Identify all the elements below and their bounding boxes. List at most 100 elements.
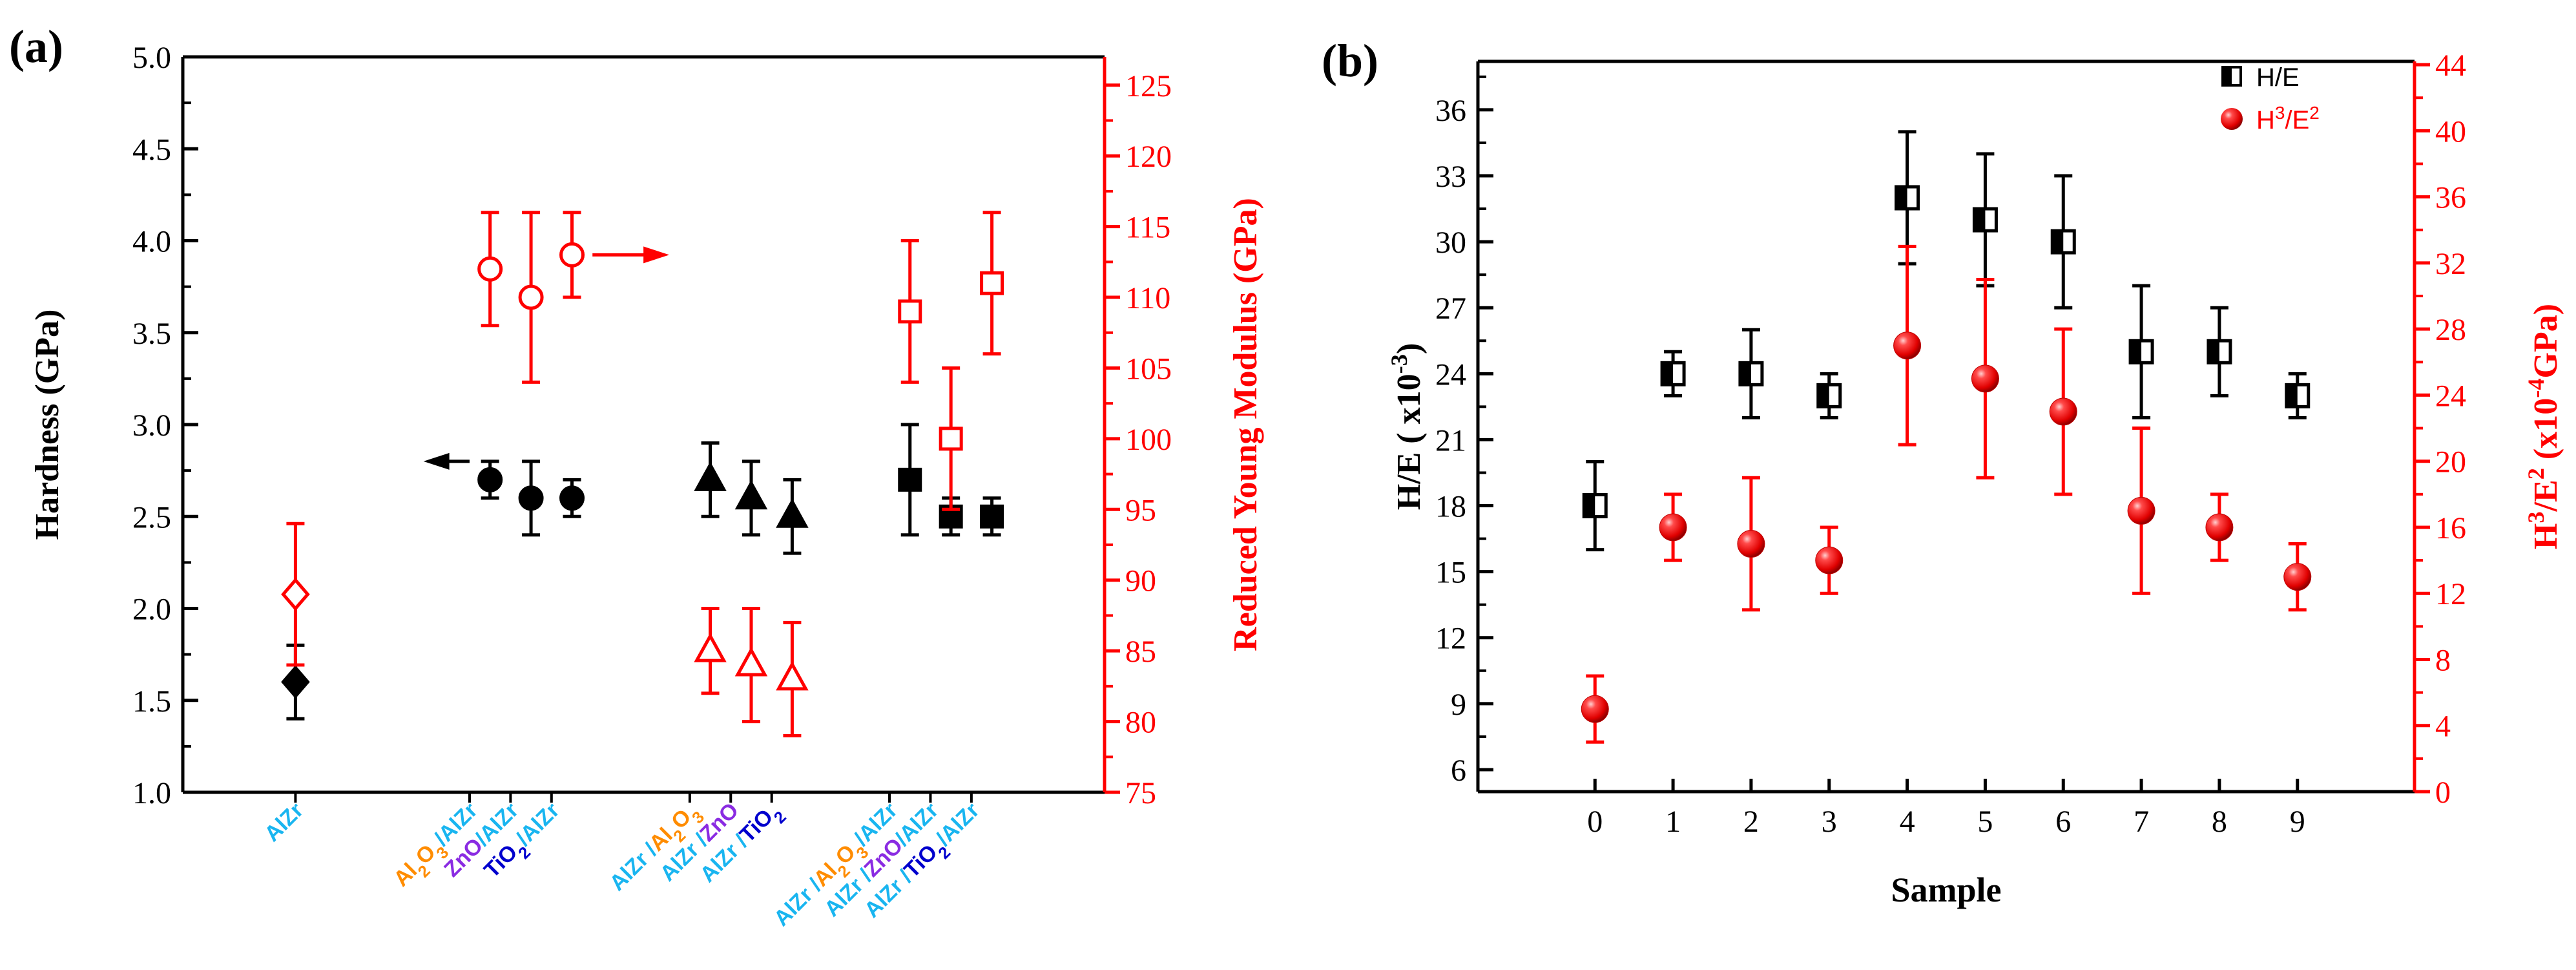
panel-a-label: (a) [9, 21, 63, 72]
x-tick-label: 4 [1900, 805, 1915, 839]
left-axis-title: H/E ( x10-3) [1386, 343, 1428, 511]
right-tick-label: 120 [1125, 140, 1172, 174]
he-point [2128, 339, 2154, 364]
left-tick-label: 4.0 [132, 225, 171, 259]
modulus-point [980, 271, 1004, 295]
right-tick-label: 105 [1125, 352, 1172, 386]
x-tick-label: 3 [1822, 805, 1837, 839]
h3e2-point [1737, 530, 1765, 558]
h3e2-point [2049, 397, 2077, 426]
x-tick-label: 1 [1665, 805, 1681, 839]
left-tick-label: 2.0 [132, 593, 171, 627]
legend-h3e2-marker [2221, 108, 2243, 130]
right-tick-label: 95 [1125, 493, 1156, 527]
x-axis-title: Sample [1891, 870, 2001, 909]
x-tick-label: 9 [2290, 805, 2305, 839]
left-tick-label: 21 [1435, 423, 1466, 458]
right-tick-label: 4 [2435, 710, 2451, 744]
modulus-point [898, 299, 922, 324]
right-tick-label: 20 [2435, 445, 2466, 480]
legend-label: H3/E2 [2256, 103, 2320, 135]
left-tick-label: 36 [1435, 94, 1466, 128]
hardness-point [281, 665, 310, 699]
right-tick-label: 125 [1125, 69, 1172, 103]
right-tick-label: 32 [2435, 247, 2466, 281]
hardness-point [734, 480, 768, 510]
he-point [2207, 339, 2232, 364]
left-tick-label: 15 [1435, 556, 1466, 590]
right-tick-label: 28 [2435, 313, 2466, 347]
hardness-point [559, 485, 585, 511]
h3e2-point [2283, 563, 2312, 591]
he-point [1738, 361, 1764, 386]
he-point [1972, 207, 1998, 233]
h3e2-point [1581, 695, 1609, 723]
right-tick-label: 8 [2435, 643, 2451, 677]
left-tick-label: 4.5 [132, 132, 171, 167]
arrow-to-hardness-axis [423, 452, 470, 470]
h3e2-point [1893, 332, 1922, 360]
right-tick-label: 100 [1125, 423, 1172, 457]
h3e2-point [1971, 364, 1999, 393]
left-tick-label: 9 [1451, 688, 1466, 722]
x-tick-label: 5 [1977, 805, 1993, 839]
left-tick-label: 24 [1435, 357, 1466, 392]
modulus-point [559, 242, 585, 268]
left-tick-label: 2.5 [132, 500, 171, 534]
hardness-point [898, 467, 922, 492]
right-axis-title: Reduced Young Modulus (GPa) [1227, 198, 1264, 651]
left-tick-label: 1.5 [132, 684, 171, 719]
modulus-point [518, 284, 544, 310]
modulus-point [776, 660, 809, 691]
right-tick-label: 44 [2435, 48, 2466, 83]
right-tick-label: 24 [2435, 379, 2466, 413]
modulus-point [939, 427, 963, 451]
x-category-label: AlZr [260, 798, 308, 847]
h3e2-point [2127, 496, 2155, 525]
right-tick-label: 40 [2435, 114, 2466, 149]
hardness-point [518, 485, 544, 511]
right-tick-label: 36 [2435, 181, 2466, 215]
right-axis-title: H3/E2 (x10-4GPa) [2523, 304, 2564, 549]
x-tick-label: 2 [1743, 805, 1759, 839]
left-tick-label: 27 [1435, 291, 1466, 326]
modulus-point [734, 646, 768, 677]
hardness-point [980, 504, 1004, 529]
left-tick-label: 12 [1435, 622, 1466, 656]
left-tick-label: 3.5 [132, 317, 171, 351]
right-tick-label: 110 [1125, 281, 1170, 315]
left-tick-label: 33 [1435, 160, 1466, 194]
modulus-point [477, 256, 503, 282]
right-tick-label: 90 [1125, 564, 1156, 598]
he-point [2050, 229, 2076, 255]
legend: H/E H3/E2 [2221, 63, 2320, 134]
left-tick-label: 3.0 [132, 408, 171, 443]
x-tick-label: 6 [2055, 805, 2071, 839]
hardness-point [477, 467, 503, 492]
left-tick-label: 1.0 [132, 776, 171, 810]
he-point [1660, 361, 1686, 386]
modulus-point [694, 632, 727, 662]
legend-he-marker-fill [2223, 67, 2232, 85]
he-point [2285, 383, 2311, 408]
right-tick-label: 85 [1125, 635, 1156, 669]
legend-label: H/E [2256, 63, 2300, 92]
left-axis-title: Hardness (GPa) [29, 310, 66, 540]
he-point [1582, 493, 1608, 519]
modulus-point [281, 577, 310, 611]
he-point [1895, 185, 1920, 211]
x-tick-label: 7 [2134, 805, 2149, 839]
hardness-point [776, 498, 809, 528]
right-tick-label: 12 [2435, 577, 2466, 611]
panel-b-label: (b) [1322, 35, 1378, 87]
right-tick-label: 75 [1125, 776, 1156, 810]
right-tick-label: 115 [1125, 211, 1170, 245]
right-tick-label: 16 [2435, 511, 2466, 545]
panel-b-chart: 6912151821242730333604812162024283236404… [1386, 48, 2564, 909]
left-tick-label: 5.0 [132, 41, 171, 75]
right-tick-label: 0 [2435, 775, 2451, 810]
panel-a-chart: 1.0 1.5 2.0 2.5 3.0 3.5 4.0 4.5 5.0 75 80 85 90 95 100… [29, 41, 1264, 931]
he-point [1816, 383, 1842, 408]
arrow-to-modulus-axis [592, 246, 670, 264]
